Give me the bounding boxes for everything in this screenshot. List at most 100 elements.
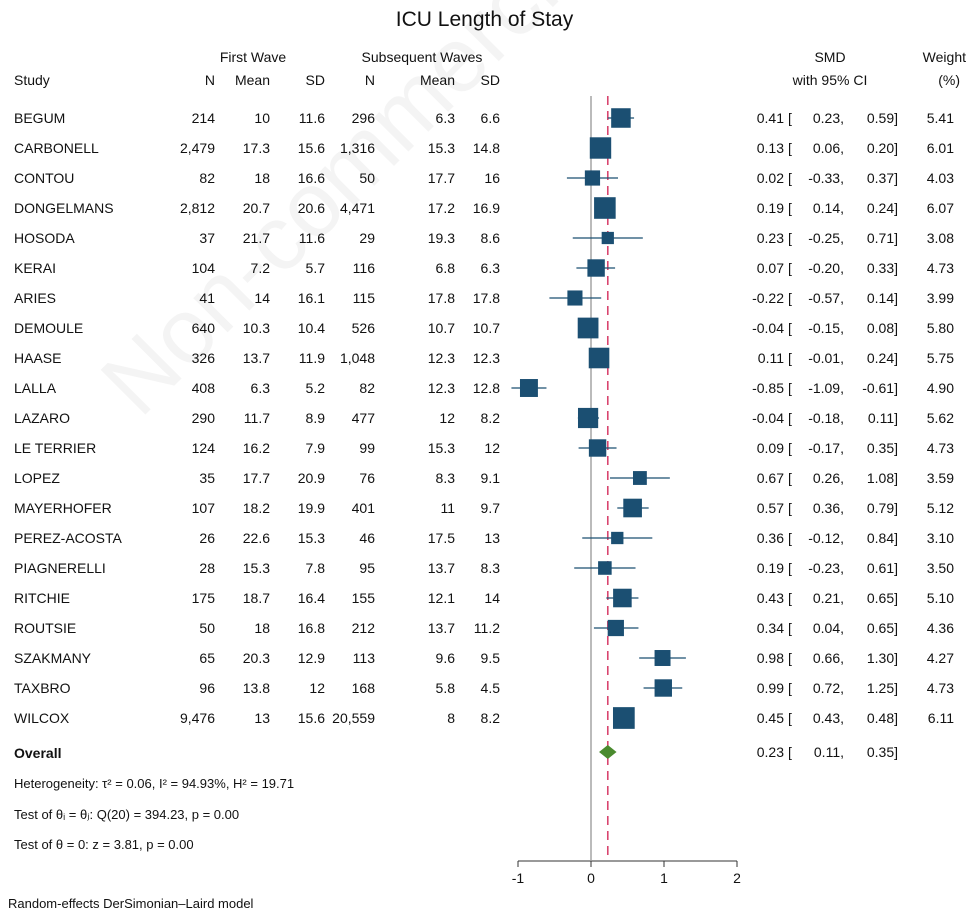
subsequent-waves-sd: 6.3	[480, 260, 500, 276]
ci-lower: 0.72,	[812, 680, 844, 696]
first-wave-mean: 18	[254, 170, 270, 186]
first-wave-mean: 10.3	[242, 320, 270, 336]
first-wave-mean: 20.3	[242, 650, 270, 666]
overall-ci-bracket-open: [	[788, 744, 792, 760]
weight-value: 5.41	[926, 110, 954, 126]
ci-lower: 0.21,	[812, 590, 844, 606]
ci-upper: 0.11]	[867, 410, 898, 426]
first-wave-mean: 13.7	[242, 350, 270, 366]
ci-upper: 0.84]	[866, 530, 898, 546]
first-wave-n: 50	[199, 620, 215, 636]
ci-bracket-open: [	[788, 230, 792, 246]
overall-label: Overall	[14, 745, 62, 761]
first-wave-n: 82	[199, 170, 215, 186]
first-wave-n: 640	[191, 320, 215, 336]
smd-value: -0.04	[752, 320, 784, 336]
study-name: ROUTSIE	[14, 620, 77, 636]
subsequent-waves-mean: 12.3	[427, 380, 455, 396]
first-wave-mean: 22.6	[242, 530, 270, 546]
ci-lower: 0.04,	[812, 620, 844, 636]
subsequent-waves-mean: 13.7	[427, 620, 455, 636]
subsequent-waves-sd: 13	[484, 530, 500, 546]
subsequent-waves-sd: 8.2	[480, 410, 500, 426]
study-name: PIAGNERELLI	[14, 560, 106, 576]
x-tick-label: 2	[733, 870, 741, 886]
col-header-n2: N	[364, 72, 375, 88]
subsequent-waves-sd: 14.8	[472, 140, 500, 156]
group-header-first-wave: First Wave	[219, 49, 287, 65]
ci-bracket-open: [	[788, 440, 792, 456]
effect-marker-routsie	[607, 619, 624, 637]
subsequent-waves-mean: 8	[447, 710, 455, 726]
subsequent-waves-n: 82	[359, 380, 375, 396]
weight-value: 6.11	[927, 710, 954, 726]
test-effect-text: Test of θ = 0: z = 3.81, p = 0.00	[14, 837, 194, 852]
smd-value: 0.19	[756, 200, 784, 216]
ci-upper: 0.37]	[866, 170, 898, 186]
subsequent-waves-n: 113	[352, 650, 375, 666]
subsequent-waves-n: 99	[359, 440, 375, 456]
effect-marker-taxbro	[654, 679, 672, 697]
subsequent-waves-n: 212	[351, 620, 375, 636]
effect-marker-perez-acosta	[611, 531, 624, 545]
ci-bracket-open: [	[788, 680, 792, 696]
first-wave-n: 65	[199, 650, 215, 666]
first-wave-sd: 11.9	[298, 350, 325, 366]
subsequent-waves-sd: 8.3	[480, 560, 500, 576]
subsequent-waves-mean: 5.8	[435, 680, 455, 696]
ci-bracket-open: [	[788, 350, 792, 366]
subsequent-waves-mean: 13.7	[427, 560, 455, 576]
subsequent-waves-mean: 12	[439, 410, 455, 426]
effect-marker-lopez	[632, 471, 647, 485]
ci-bracket-open: [	[788, 590, 792, 606]
weight-value: 3.59	[926, 470, 954, 486]
chart-title: ICU Length of Stay	[395, 8, 574, 31]
effect-marker-begum	[611, 108, 631, 128]
first-wave-sd: 16.1	[297, 290, 325, 306]
first-wave-mean: 11.7	[243, 410, 270, 426]
first-wave-n: 326	[191, 350, 215, 366]
effect-marker-le-terrier	[588, 439, 607, 457]
first-wave-sd: 15.6	[297, 140, 325, 156]
col-header-sd1: SD	[305, 72, 325, 88]
subsequent-waves-mean: 10.7	[427, 320, 455, 336]
weight-value: 6.01	[926, 140, 954, 156]
ci-bracket-open: [	[788, 200, 792, 216]
subsequent-waves-sd: 9.5	[480, 650, 500, 666]
first-wave-n: 214	[191, 110, 215, 126]
subsequent-waves-n: 76	[359, 470, 375, 486]
smd-value: 0.99	[756, 680, 784, 696]
ci-upper: 0.79]	[866, 500, 898, 516]
ci-lower: 0.66,	[812, 650, 844, 666]
smd-value: -0.22	[752, 290, 784, 306]
subsequent-waves-mean: 11	[440, 500, 455, 516]
col-header-mean2: Mean	[419, 72, 455, 88]
ci-lower: 0.14,	[812, 200, 844, 216]
col-header-smd: SMD	[814, 49, 846, 65]
effect-marker-aries	[567, 290, 583, 306]
first-wave-n: 2,812	[179, 200, 215, 216]
study-name: LE TERRIER	[14, 440, 97, 456]
first-wave-n: 37	[199, 230, 215, 246]
weight-value: 3.50	[926, 560, 954, 576]
first-wave-mean: 20.7	[242, 200, 270, 216]
ci-upper: 0.24]	[866, 350, 898, 366]
test-homogeneity-text: Test of θᵢ = θⱼ: Q(20) = 394.23, p = 0.0…	[14, 807, 240, 822]
first-wave-mean: 14	[254, 290, 270, 306]
subsequent-waves-n: 155	[351, 590, 375, 606]
weight-value: 3.10	[926, 530, 954, 546]
study-name: DEMOULE	[14, 320, 84, 336]
ci-bracket-open: [	[788, 320, 792, 336]
ci-bracket-open: [	[788, 110, 792, 126]
study-name: HOSODA	[14, 230, 75, 246]
first-wave-n: 2,479	[179, 140, 215, 156]
subsequent-waves-n: 401	[351, 500, 375, 516]
effect-marker-hosoda	[601, 231, 614, 245]
study-name: SZAKMANY	[14, 650, 92, 666]
first-wave-sd: 11.6	[298, 230, 325, 246]
first-wave-mean: 16.2	[242, 440, 270, 456]
subsequent-waves-sd: 12.3	[472, 350, 500, 366]
ci-bracket-open: [	[788, 380, 792, 396]
smd-value: 0.23	[756, 230, 784, 246]
